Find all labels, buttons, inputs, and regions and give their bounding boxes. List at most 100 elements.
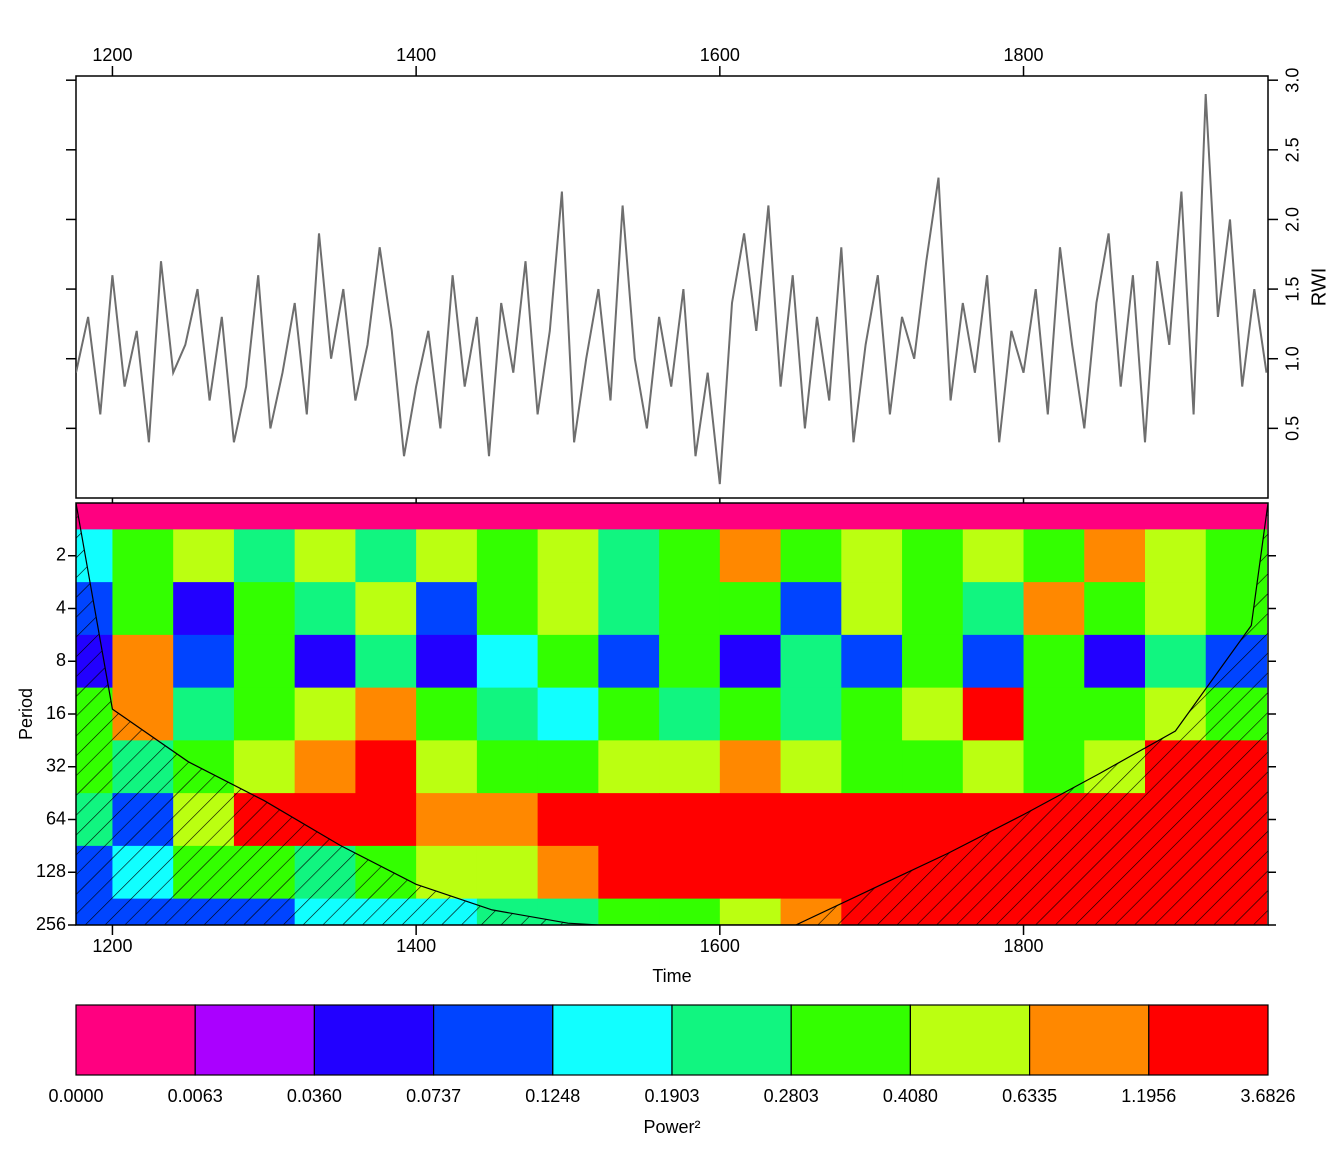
heat-cell (719, 793, 782, 847)
heat-cell (659, 740, 721, 794)
heat-cell (902, 634, 964, 689)
heat-cell (294, 634, 356, 689)
heat-cell (962, 503, 1025, 530)
heat-cell (841, 634, 903, 689)
series-line (76, 94, 1268, 485)
heat-cell (112, 582, 174, 636)
heat-cell (416, 793, 478, 847)
heat-cell (294, 582, 356, 636)
heat-cell (719, 582, 782, 636)
colorbar-tick-label: 3.6826 (1240, 1086, 1295, 1106)
heat-cell (1145, 503, 1207, 530)
heat-cell (355, 503, 417, 530)
heat-cell (962, 582, 1025, 636)
heat-cell (598, 503, 660, 530)
heat-cell (598, 740, 660, 794)
colorbar-tick-label: 0.6335 (1002, 1086, 1057, 1106)
colorbar-label: Power² (643, 1117, 700, 1137)
heat-cell (112, 634, 174, 689)
heat-cell (841, 582, 903, 636)
colorbar-swatch (1148, 1004, 1269, 1076)
heat-cell (537, 740, 599, 794)
heat-cell (719, 845, 782, 900)
x-tick-label: 1800 (1004, 936, 1044, 956)
colorbar-tick-label: 0.0000 (48, 1086, 103, 1106)
heat-cell (719, 503, 782, 530)
colorbar-swatch (75, 1004, 196, 1076)
heat-cell (537, 582, 599, 636)
heat-cell (902, 793, 964, 847)
coi-hatch (76, 503, 1268, 925)
y-tick-label: 128 (36, 861, 66, 881)
x-axis-label: Time (652, 966, 691, 986)
colorbar-swatch (909, 1004, 1031, 1076)
heat-cell (476, 582, 539, 636)
x-tick-label: 1200 (92, 936, 132, 956)
heat-cell (416, 687, 478, 741)
heat-cell (841, 503, 903, 530)
heat-cell (659, 503, 721, 530)
y-tick-label: 1.5 (1283, 277, 1303, 302)
heat-cell (659, 845, 721, 900)
heat-cell (719, 740, 782, 794)
heat-cell (902, 687, 964, 741)
heat-cell (780, 634, 842, 689)
colorbar-tick-label: 0.0360 (287, 1086, 342, 1106)
heat-cell (1023, 634, 1085, 689)
heat-cell (1023, 687, 1085, 741)
heat-cell (112, 529, 174, 583)
heat-cell (841, 687, 903, 741)
heat-cell (1145, 582, 1207, 636)
heat-cell (476, 634, 539, 689)
heat-cell (598, 898, 660, 925)
heat-cell (598, 634, 660, 689)
heat-cell (355, 582, 417, 636)
heat-cell (537, 687, 599, 741)
heat-cell (416, 740, 478, 794)
heat-cell (76, 503, 113, 530)
heat-cell (598, 793, 660, 847)
coi-line (76, 503, 1268, 925)
colorbar-swatch (433, 1004, 554, 1076)
colorbar-swatch (552, 1004, 673, 1076)
x-tick-label: 1400 (396, 45, 436, 65)
heat-cell (1084, 529, 1146, 583)
heat-cell (294, 529, 356, 583)
heat-cell (719, 898, 782, 925)
x-tick-label: 1600 (700, 45, 740, 65)
heat-cell (841, 529, 903, 583)
heat-cell (233, 529, 296, 583)
y-tick-label: 1.0 (1283, 346, 1303, 371)
heat-cell (659, 529, 721, 583)
heat-cell (233, 634, 296, 689)
heat-cell (598, 687, 660, 741)
heat-cell (598, 845, 660, 900)
heat-cell (1205, 529, 1267, 583)
y-tick-label: 2.5 (1283, 137, 1303, 162)
heat-cell (659, 898, 721, 925)
heat-cell (962, 687, 1025, 741)
heat-cell (1145, 634, 1207, 689)
heat-cell (902, 740, 964, 794)
heat-cell (233, 740, 296, 794)
heat-cell (1023, 582, 1085, 636)
heat-cell (1023, 740, 1085, 794)
heat-cell (780, 740, 842, 794)
heat-cell (1084, 634, 1146, 689)
heat-cell (537, 503, 599, 530)
heat-cell (962, 529, 1025, 583)
y-tick-label: 2 (56, 545, 66, 565)
colorbar-swatch (1028, 1004, 1150, 1076)
colorbar-tick-label: 1.1956 (1121, 1086, 1176, 1106)
colorbar-tick-label: 0.0737 (406, 1086, 461, 1106)
heat-cell (1205, 503, 1267, 530)
heat-cell (233, 687, 296, 741)
y-tick-label: 16 (46, 703, 66, 723)
heat-cell (355, 740, 417, 794)
heat-cell (173, 634, 235, 689)
y-tick-label: 8 (56, 650, 66, 670)
heat-cell (780, 529, 842, 583)
colorbar-tick-label: 0.1903 (644, 1086, 699, 1106)
heat-cell (659, 793, 721, 847)
